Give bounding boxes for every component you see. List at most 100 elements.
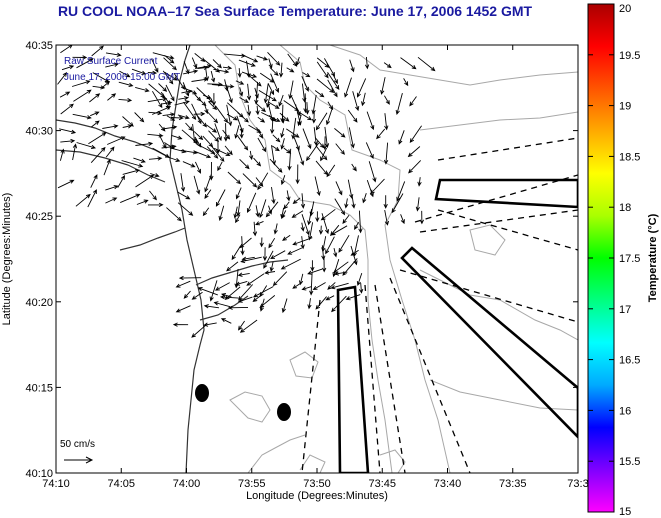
current-vector [72, 143, 78, 161]
current-vector [177, 191, 191, 200]
current-vector [342, 214, 350, 225]
x-tick-label: 73:3 [567, 478, 588, 490]
current-vector [288, 80, 294, 100]
current-vector [213, 301, 231, 308]
current-vector [177, 202, 194, 216]
current-vector [347, 109, 358, 123]
current-vector [185, 122, 194, 132]
current-vector [278, 62, 284, 78]
current-vector [59, 128, 77, 134]
current-vector [105, 62, 119, 68]
current-vector [233, 206, 238, 219]
current-vector [255, 177, 264, 188]
current-vector [324, 126, 330, 149]
current-vector [269, 67, 279, 77]
current-vector [259, 237, 264, 248]
x-axis-label: Longitude (Degrees:Minutes) [246, 490, 388, 502]
current-vector [383, 62, 392, 69]
current-vector [417, 56, 436, 72]
current-vector [370, 178, 385, 195]
current-vector [417, 177, 422, 187]
current-vector [254, 81, 259, 105]
current-vector [349, 59, 355, 73]
current-vector [194, 93, 202, 102]
current-vector [183, 61, 190, 75]
current-vector [183, 290, 191, 299]
current-vector [175, 280, 191, 288]
current-vector [383, 195, 388, 209]
current-vector [131, 68, 147, 75]
current-vector [208, 101, 218, 111]
current-vector [287, 247, 303, 255]
current-vector [162, 70, 174, 85]
current-vector [210, 70, 216, 83]
current-vector [183, 101, 197, 121]
colorbar-tick-label: 19.5 [619, 50, 640, 62]
current-vector [182, 161, 196, 168]
scale-arrow [64, 456, 94, 464]
current-vector [178, 275, 202, 281]
current-vector [215, 105, 229, 124]
current-vector [268, 237, 276, 249]
current-vector [236, 115, 244, 133]
current-vector [231, 245, 242, 261]
current-vector [391, 193, 404, 214]
current-vector [292, 197, 301, 205]
current-vector [71, 80, 91, 87]
current-vector [134, 112, 145, 123]
x-tick-label: 73:45 [368, 478, 396, 490]
current-vector [268, 115, 277, 122]
current-vector [281, 298, 288, 314]
current-vector [122, 124, 133, 129]
current-vector [235, 80, 245, 85]
current-vector [226, 261, 239, 272]
plot-frame [55, 44, 579, 474]
current-vector [334, 198, 346, 216]
current-vector [326, 164, 336, 178]
current-vector [252, 221, 258, 237]
current-vector [315, 112, 328, 131]
current-vector [327, 101, 334, 111]
current-vector [150, 58, 159, 73]
current-vector [359, 282, 364, 294]
y-tick-label: 40:35 [25, 40, 53, 52]
colorbar-label: Temperature (°C) [647, 213, 659, 302]
current-vector [318, 225, 324, 235]
current-vector [316, 57, 330, 68]
current-vector [163, 57, 177, 71]
current-vector [237, 272, 250, 277]
current-vector [315, 160, 328, 176]
bathymetry-contours [214, 45, 578, 473]
current-vector [302, 128, 312, 150]
current-vector [305, 102, 310, 115]
current-vector [271, 187, 276, 205]
current-vector [286, 67, 295, 73]
current-vector [183, 69, 199, 75]
current-vector [281, 210, 287, 219]
current-vector [384, 113, 389, 131]
current-vector [415, 197, 420, 212]
current-vector [327, 71, 340, 90]
current-vector [193, 111, 206, 117]
current-vector [400, 214, 405, 225]
current-vector [266, 91, 272, 109]
current-vector [105, 52, 122, 57]
current-vector [309, 272, 314, 296]
current-vector [395, 92, 403, 116]
current-vector [105, 146, 115, 158]
current-vector [301, 214, 310, 236]
current-vector [204, 69, 210, 82]
current-vector [147, 97, 168, 103]
current-vector [203, 322, 217, 327]
current-vector [147, 70, 158, 76]
current-vector [291, 117, 297, 140]
current-vector [76, 142, 97, 149]
current-vector [259, 298, 265, 312]
current-vector [57, 71, 68, 85]
current-vector [227, 305, 249, 310]
current-vector [222, 65, 233, 70]
current-vector [61, 65, 75, 71]
current-vector [194, 53, 206, 62]
current-vector [365, 142, 374, 160]
